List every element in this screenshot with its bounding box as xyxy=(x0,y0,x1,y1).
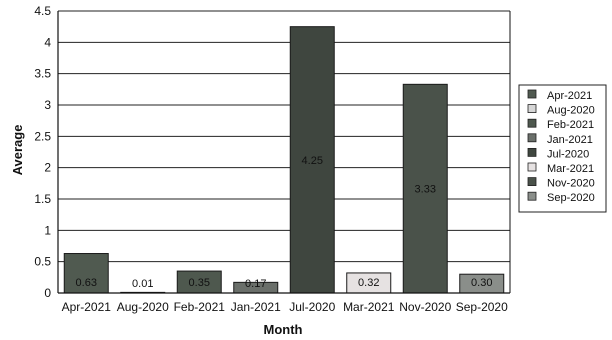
legend-label: Mar-2021 xyxy=(547,163,594,175)
y-axis-title: Average xyxy=(10,125,25,176)
legend-swatch xyxy=(527,177,537,187)
bars: 0.63 0.01 0.35 0.17 4.25 0.32 3.33 0.30 xyxy=(63,26,505,294)
legend-swatch xyxy=(527,118,537,128)
y-tick-label: 2.5 xyxy=(34,129,51,143)
y-tick-labels: 0 0.5 1 1.5 2 2.5 3 3.5 4 4.5 xyxy=(34,4,51,300)
x-tick-label: Apr-2021 xyxy=(62,300,112,314)
legend-swatch xyxy=(527,133,537,143)
y-tick-label: 4.5 xyxy=(34,4,51,18)
legend-swatch xyxy=(527,104,537,113)
gridlines xyxy=(58,10,510,263)
y-tick-label: 0 xyxy=(44,286,51,300)
legend-swatch xyxy=(527,162,537,172)
bar xyxy=(402,83,448,294)
legend-swatch xyxy=(527,147,537,157)
y-tick-label: 3 xyxy=(44,98,51,112)
legend-label: Apr-2021 xyxy=(547,90,592,102)
data-label: 3.33 xyxy=(415,184,436,196)
bar xyxy=(289,26,335,294)
data-label: 0.63 xyxy=(76,277,97,289)
legend-swatch xyxy=(527,89,537,99)
legend-label: Feb-2021 xyxy=(547,119,594,131)
legend-label: Jan-2021 xyxy=(547,134,593,146)
legend-label: Nov-2020 xyxy=(547,178,595,190)
legend-swatch xyxy=(527,191,537,201)
y-tick-label: 0.5 xyxy=(34,255,51,269)
y-tick-label: 3.5 xyxy=(34,67,51,81)
data-label: 0.35 xyxy=(189,277,210,289)
x-tick-labels: Apr-2021 Aug-2020 Feb-2021 Jan-2021 Jul-2020… xyxy=(62,300,509,314)
data-label: 0.17 xyxy=(245,278,266,290)
x-tick-label: Feb-2021 xyxy=(174,300,226,314)
y-tick-label: 1.5 xyxy=(34,192,51,206)
legend-label: Aug-2020 xyxy=(547,105,595,117)
bar xyxy=(63,253,109,294)
y-tick-label: 1 xyxy=(44,223,51,237)
legend-label: Sep-2020 xyxy=(547,192,595,204)
legend-label: Jul-2020 xyxy=(547,148,589,160)
y-tick-label: 4 xyxy=(44,35,51,49)
data-label: 0.30 xyxy=(471,277,492,289)
data-label: 4.25 xyxy=(302,155,323,167)
x-tick-label: Nov-2020 xyxy=(399,300,451,314)
legend: Apr-2021 Aug-2020 Feb-2021 Jan-2021 Jul-2020… xyxy=(518,84,607,213)
x-tick-label: Sep-2020 xyxy=(456,300,508,314)
axes xyxy=(57,11,511,294)
data-label: 0.01 xyxy=(132,278,153,290)
x-tick-label: Mar-2021 xyxy=(343,300,395,314)
x-axis-title: Month xyxy=(264,322,303,337)
x-tick-label: Jul-2020 xyxy=(289,300,335,314)
x-tick-label: Aug-2020 xyxy=(117,300,169,314)
x-tick-label: Jan-2021 xyxy=(231,300,281,314)
data-label: 0.32 xyxy=(358,277,379,289)
y-tick-label: 2 xyxy=(44,161,51,175)
